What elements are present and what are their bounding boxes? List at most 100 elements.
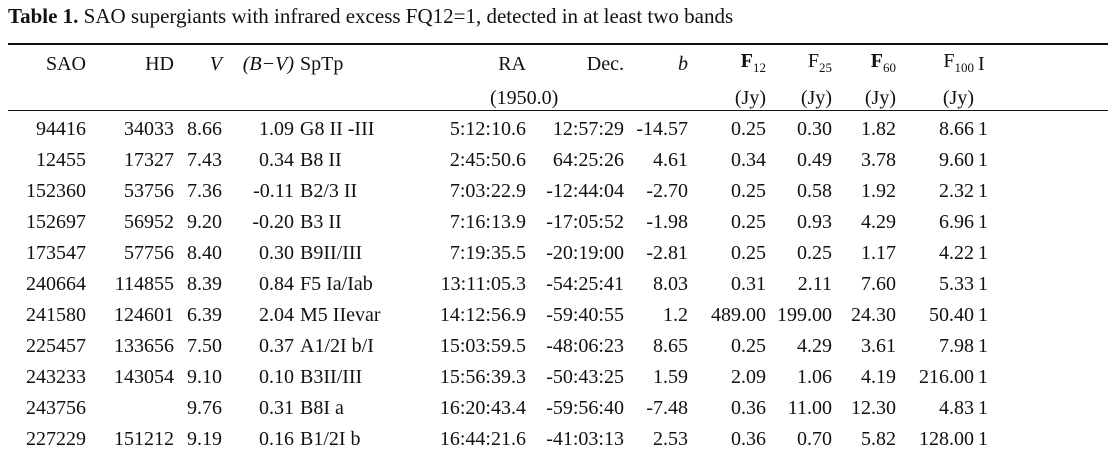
cell-sao: 240664 [26,273,86,295]
cell-cut: 1 [978,180,988,202]
cell-hd: 124601 [114,304,174,326]
cell-f12: 0.31 [731,273,766,295]
cell-ra: 5:12:10.6 [449,118,526,140]
epoch-label: (1950.0) [490,87,559,109]
cell-b: 4.61 [653,149,688,171]
cell-dec: -48:06:23 [546,335,624,357]
cell-dec: 64:25:26 [552,149,624,171]
col-hd: HD [145,53,174,75]
cell-sao: 243233 [26,366,86,388]
cell-hd: 133656 [114,335,174,357]
cell-cut: 1 [978,397,988,419]
table-row: 173547 57756 8.40 0.30 B9II/III 7:19:35.5 -20:… [8,238,988,269]
cell-f25: 0.30 [797,118,832,140]
cell-ra: 14:12:56.9 [439,304,526,326]
cell-cut: 1 [978,273,988,295]
cell-f100: 6.96 [939,211,974,233]
cell-b: 1.2 [663,304,688,326]
cell-f25: 0.70 [797,428,832,450]
cell-v: 6.39 [187,304,222,326]
cell-hd: 56952 [124,211,174,233]
cell-f12: 0.25 [731,180,766,202]
unit-f60: (Jy) [864,87,896,109]
cell-f60: 3.61 [861,335,896,357]
cell-dec: -41:03:13 [546,428,624,450]
cell-ra: 16:20:43.4 [439,397,526,419]
cell-sptp: A1/2I b/I [300,335,374,357]
cell-f12: 0.25 [731,242,766,264]
cell-f12: 0.34 [731,149,766,171]
cell-f60: 3.78 [861,149,896,171]
cell-f12: 0.36 [731,397,766,419]
unit-f12: (Jy) [734,87,766,109]
cell-ra: 16:44:21.6 [439,428,526,450]
cell-f12: 489.00 [711,304,766,326]
cell-cut: 1 [978,304,988,326]
cell-dec: -12:44:04 [546,180,624,202]
col-f12: F12 [740,50,766,75]
table-row: 241580 124601 6.39 2.04 M5 IIevar 14:12:56.9-… [8,300,988,331]
cell-f60: 4.19 [861,366,896,388]
header-row: SAO HD V (B−V) SpTp RA Dec. b F12 F25 F6… [8,46,988,83]
cell-f100: 50.40 [929,304,974,326]
cell-v: 9.20 [187,211,222,233]
cell-f25: 0.49 [797,149,832,171]
cell-f25: 2.11 [797,273,832,295]
cell-cut: 1 [978,366,988,388]
cell-sao: 94416 [36,118,86,140]
top-rule [8,43,1108,45]
cell-f25: 0.93 [797,211,832,233]
cell-hd: 114855 [114,273,174,295]
cell-b: 8.03 [653,273,688,295]
cell-f12: 0.25 [731,335,766,357]
cell-f100: 8.66 [939,118,974,140]
cell-b: -1.98 [646,211,688,233]
cell-dec: 12:57:29 [552,118,624,140]
cell-f12: 0.36 [731,428,766,450]
cell-f100: 7.98 [939,335,974,357]
table-row: 240664 114855 8.39 0.84 F5 Ia/Iab 13:11:05.3-… [8,269,988,300]
col-v: V [209,53,222,75]
col-f100: F100 [943,50,974,75]
cell-bv: -0.11 [253,180,294,202]
cell-dec: -17:05:52 [546,211,624,233]
cell-cut: 1 [978,335,988,357]
cell-dec: -20:19:00 [546,242,624,264]
table-row: 12455 17327 7.43 0.34 B8 II 2:45:50.6 64:25:26… [8,145,988,176]
cell-f12: 0.25 [731,211,766,233]
supergiants-table: SAO HD V (B−V) SpTp RA Dec. b F12 F25 F6… [8,46,988,455]
table-row: 227229 151212 9.19 0.16 B1/2I b 16:44:21.6 -41… [8,424,988,455]
cell-ra: 15:03:59.5 [439,335,526,357]
cell-b: -14.57 [636,118,688,140]
cell-v: 8.40 [187,242,222,264]
cell-cut: 1 [978,118,988,140]
cell-cut: 1 [978,149,988,171]
cell-dec: -59:56:40 [546,397,624,419]
cell-bv: 0.37 [259,335,294,357]
cell-bv: 0.10 [259,366,294,388]
cell-sptp: B8 II [300,149,342,171]
cell-b: 1.59 [653,366,688,388]
cell-sptp: B2/3 II [300,180,358,202]
cell-sao: 173547 [26,242,86,264]
col-f25: F25 [807,50,832,75]
cell-b: -7.48 [646,397,688,419]
cell-sptp: B8I a [300,397,344,419]
cell-dec: -54:25:41 [546,273,624,295]
cell-hd: 57756 [124,242,174,264]
cell-hd [86,393,174,424]
cell-f12: 0.25 [731,118,766,140]
cell-bv: 2.04 [259,304,294,326]
cell-bv: 0.84 [259,273,294,295]
cell-ra: 2:45:50.6 [449,149,526,171]
cell-v: 8.39 [187,273,222,295]
cell-bv: 0.30 [259,242,294,264]
col-cut: I [978,53,985,75]
cell-sptp: M5 IIevar [300,304,381,326]
cell-hd: 151212 [114,428,174,450]
cell-f60: 5.82 [861,428,896,450]
cell-v: 7.43 [187,149,222,171]
cell-sao: 241580 [26,304,86,326]
table-row: 152360 53756 7.36 -0.11 B2/3 II 7:03:22.9 -12:… [8,176,988,207]
cell-sptp: F5 Ia/Iab [300,273,373,295]
